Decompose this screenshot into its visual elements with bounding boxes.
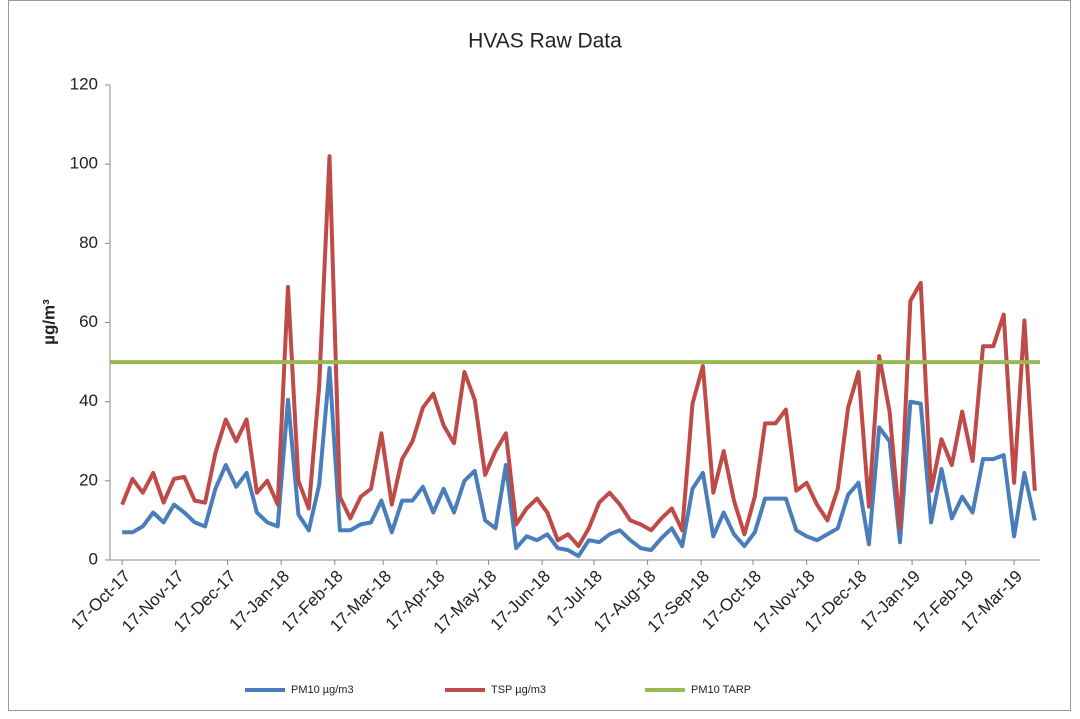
y-axis-label: µg/m³ [39, 299, 58, 345]
data-line [122, 366, 1037, 558]
y-tick-label: 40 [79, 391, 98, 410]
legend-label: TSP µg/m3 [491, 684, 546, 696]
legend-label: PM10 µg/m3 [291, 684, 354, 696]
legend-label: PM10 TARP [691, 684, 751, 696]
y-tick-label: 80 [79, 233, 98, 252]
data-line [120, 154, 1037, 549]
y-tick-label: 120 [70, 74, 98, 93]
chart-frame [8, 0, 1071, 711]
y-tick-label: 0 [89, 549, 98, 568]
y-tick-label: 20 [79, 470, 98, 489]
y-tick-label: 60 [79, 312, 98, 331]
chart-title: HVAS Raw Data [468, 30, 622, 53]
y-tick-label: 100 [70, 154, 98, 173]
